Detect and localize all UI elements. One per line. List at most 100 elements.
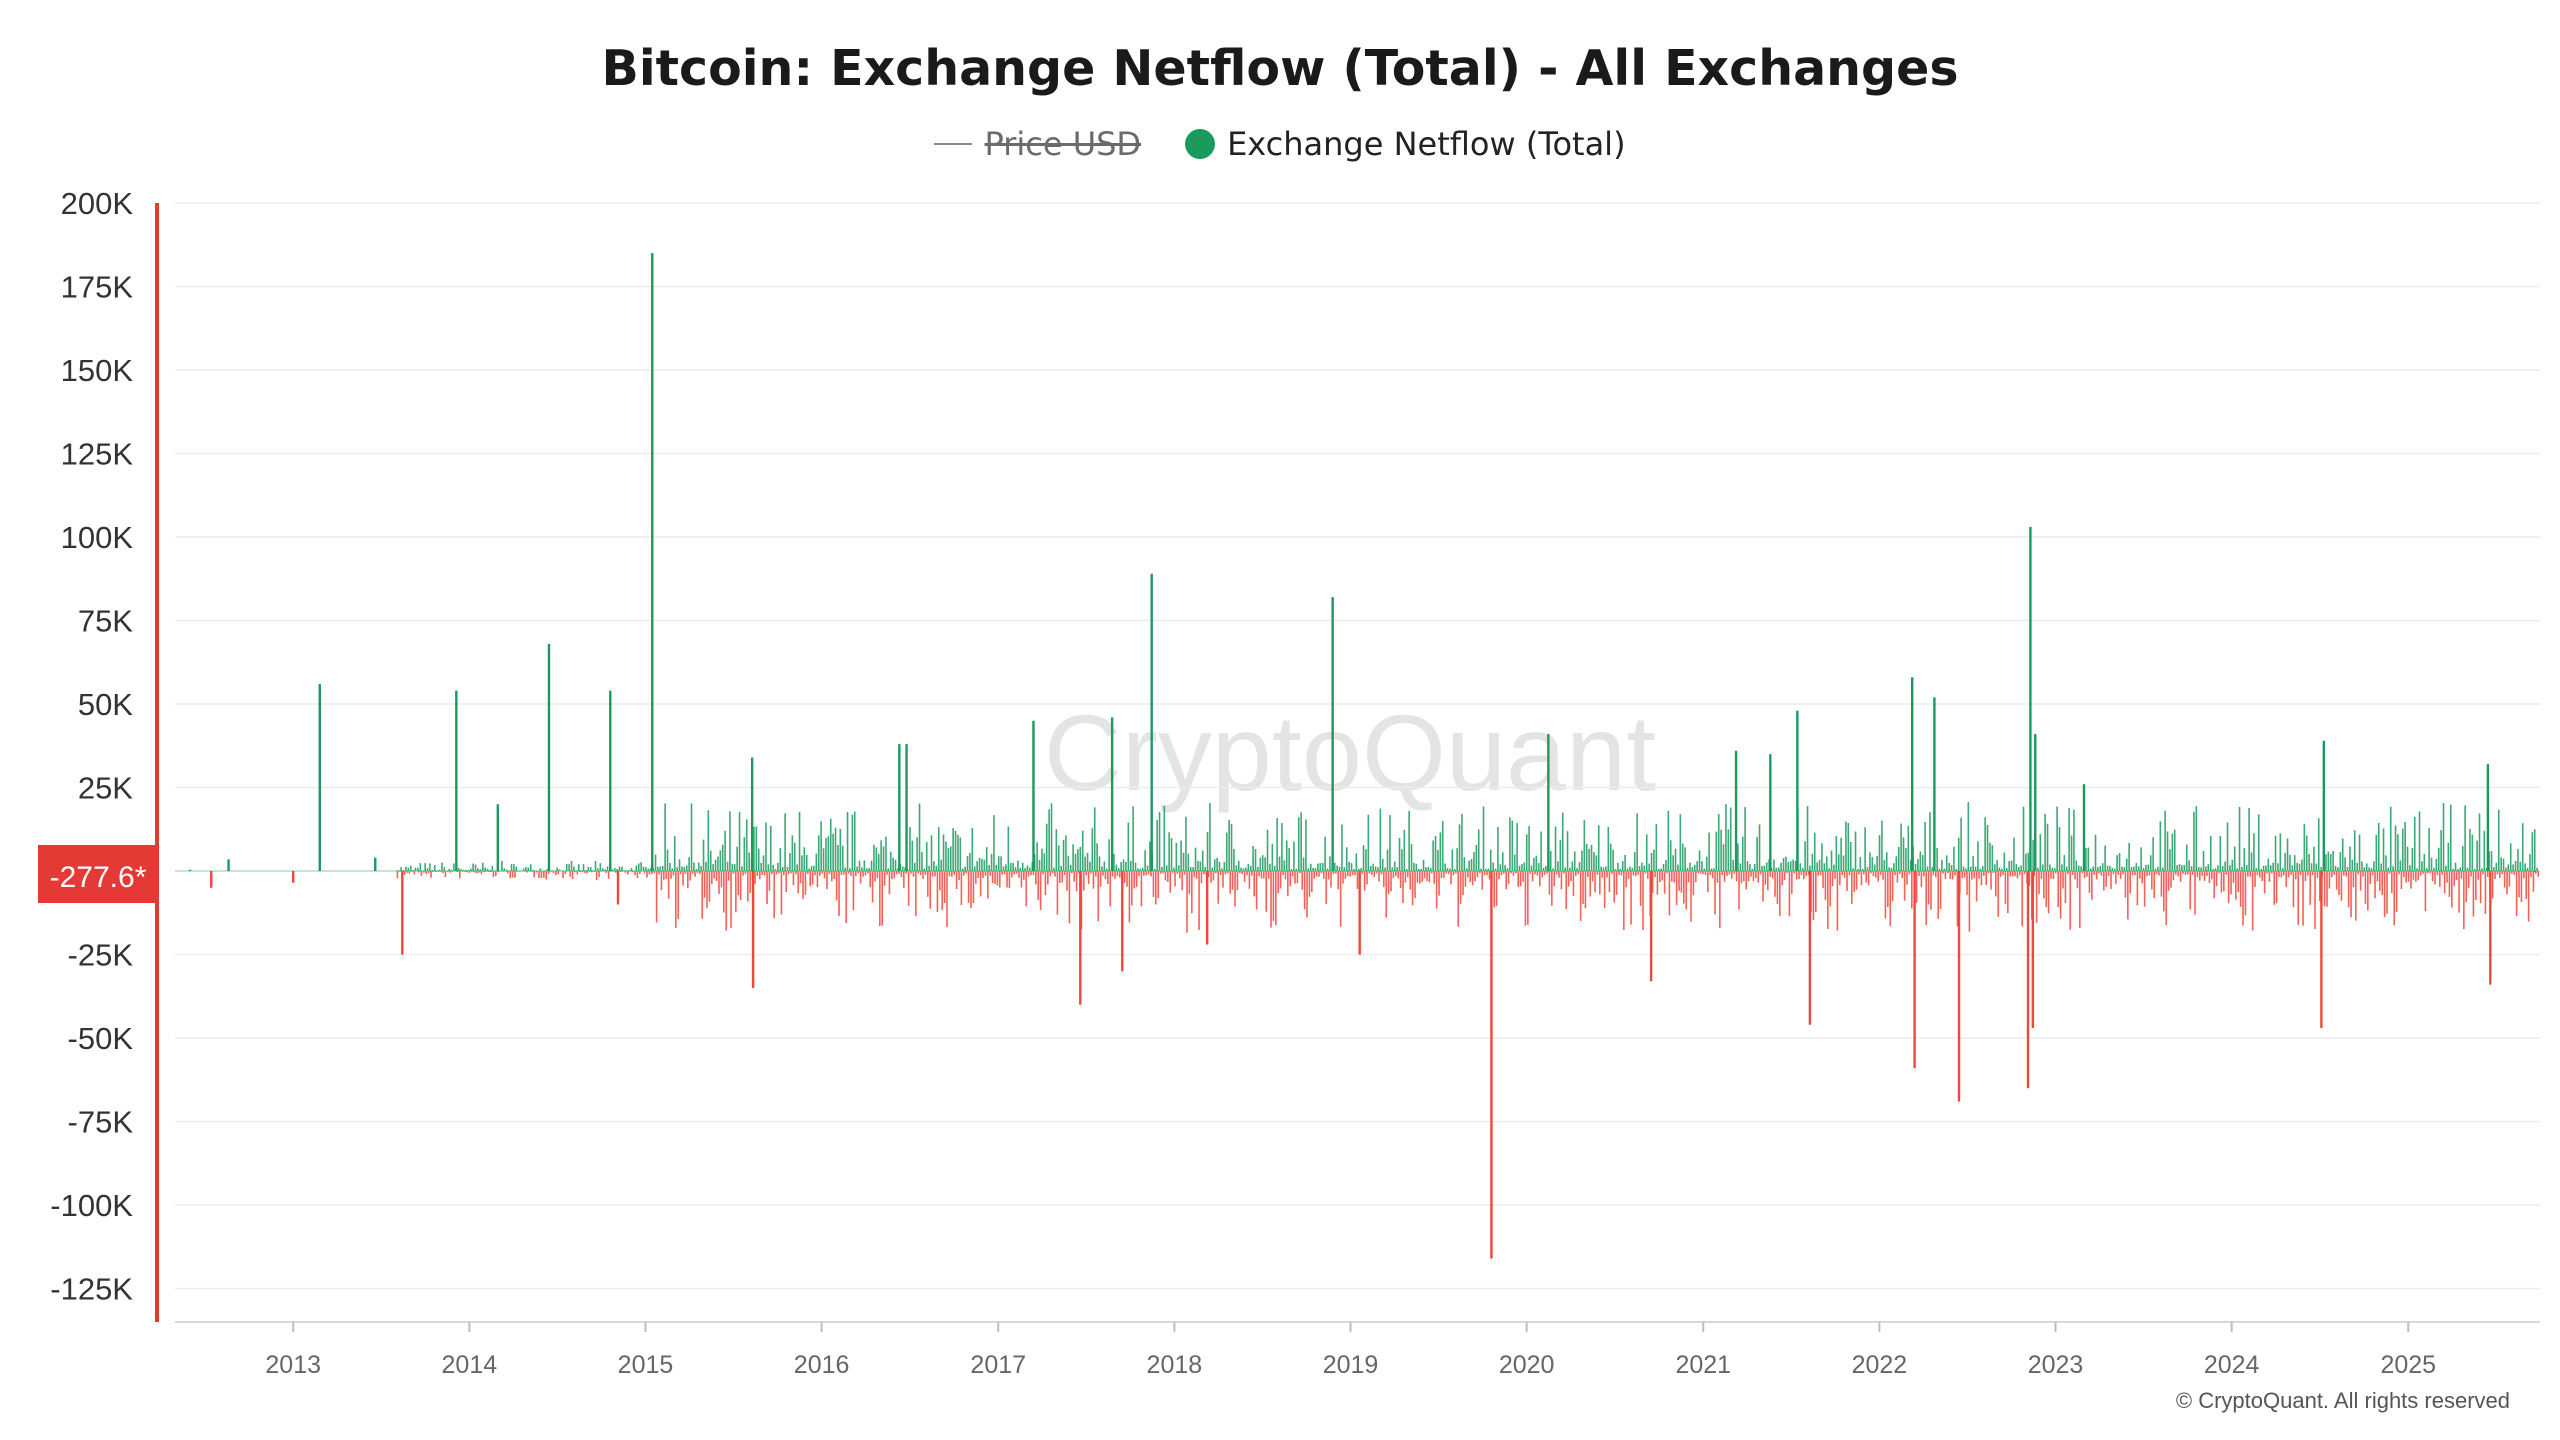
netflow-noise-bar (1415, 863, 1418, 872)
netflow-noise-bar (2083, 871, 2086, 879)
netflow-noise-bar (892, 857, 894, 872)
netflow-noise-bar (2393, 871, 2396, 926)
netflow-noise-bar (1517, 871, 1520, 887)
netflow-noise-bar (2362, 871, 2364, 877)
netflow-noise-bar (1775, 867, 1778, 872)
netflow-noise-bar (1575, 871, 1577, 876)
netflow-noise-bar (2229, 865, 2231, 872)
netflow-noise-bar (1560, 871, 1563, 890)
netflow-noise-bar (1029, 867, 1031, 872)
netflow-noise-bar (1987, 871, 1990, 874)
netflow-noise-bar (1266, 829, 1269, 872)
netflow-noise-bar (1620, 871, 1623, 876)
legend-item-netflow[interactable]: Exchange Netflow (Total) (1185, 125, 1626, 163)
netflow-noise-bar (1817, 871, 1820, 876)
current-value-badge: -277.6* (38, 845, 157, 903)
netflow-noise-bar (1211, 867, 1214, 872)
netflow-noise-bar (1487, 868, 1490, 872)
netflow-noise-bar (1165, 865, 1168, 872)
netflow-noise-bar (1979, 868, 1982, 872)
netflow-noise-bar (605, 871, 608, 873)
netflow-noise-bar (1981, 866, 1984, 872)
netflow-noise-bar (1217, 871, 1220, 904)
netflow-noise-bar (647, 868, 650, 872)
netflow-noise-bar (1314, 868, 1317, 872)
netflow-noise-bar (676, 867, 678, 872)
netflow-noise-bar (1636, 813, 1638, 872)
netflow-noise-bar (2398, 871, 2400, 875)
netflow-noise-bar (1625, 871, 1628, 888)
netflow-noise-bar (1189, 867, 1192, 872)
netflow-noise-bar (1264, 857, 1266, 872)
netflow-noise-bar (2255, 867, 2258, 872)
netflow-noise-bar (2435, 858, 2438, 872)
netflow-noise-bar (1834, 871, 1836, 879)
netflow-noise-bar (2056, 806, 2058, 872)
netflow-noise-bar (2278, 871, 2280, 877)
netflow-noise-bar (838, 871, 840, 917)
netflow-noise-bar (1327, 871, 1330, 880)
netflow-noise-bar (795, 871, 797, 875)
netflow-noise-bar (1644, 871, 1647, 874)
netflow-noise-bar (871, 871, 874, 903)
netflow-noise-bar (1545, 866, 1547, 872)
netflow-noise-bar (1865, 871, 1868, 883)
legend: Price USD Exchange Netflow (Total) (0, 125, 2560, 163)
netflow-noise-bar (657, 866, 659, 872)
netflow-noise-bar (1122, 859, 1125, 872)
netflow-noise-bar (1185, 816, 1187, 872)
netflow-noise-bar (1362, 845, 1365, 872)
x-tick-label: 2022 (1852, 1351, 1908, 1379)
netflow-noise-bar (587, 867, 590, 872)
netflow-noise-bar (2110, 871, 2112, 889)
netflow-noise-bar (430, 871, 432, 878)
netflow-noise-bar (444, 871, 447, 878)
netflow-noise-bar (1717, 814, 1720, 872)
netflow-noise-bar (1039, 871, 1042, 910)
netflow-noise-bar (885, 836, 887, 872)
netflow-noise-bar (2399, 860, 2402, 872)
netflow-noise-bar (1571, 861, 1574, 872)
legend-price-label: Price USD (984, 125, 1142, 163)
netflow-noise-bar (691, 871, 694, 874)
netflow-noise-bar (2380, 863, 2382, 872)
netflow-noise-bar (2169, 849, 2171, 872)
netflow-noise-bar (2470, 871, 2472, 877)
netflow-bar (2082, 784, 2086, 872)
netflow-noise-bar (2105, 871, 2108, 887)
netflow-noise-bar (2314, 871, 2316, 929)
netflow-bar (2489, 871, 2492, 985)
netflow-noise-bar (1949, 871, 1952, 879)
netflow-noise-bar (2039, 834, 2042, 872)
netflow-noise-bar (1924, 822, 1926, 872)
netflow-noise-bar (748, 852, 750, 872)
netflow-noise-bar (1513, 854, 1516, 872)
netflow-noise-bar (1818, 859, 1821, 872)
netflow-noise-bar (1903, 871, 1906, 901)
netflow-noise-bar (1228, 819, 1230, 872)
netflow-noise-bar (1822, 871, 1824, 889)
netflow-noise-bar (543, 871, 545, 878)
netflow-noise-bar (2046, 823, 2049, 872)
netflow-noise-bar (798, 811, 801, 872)
legend-item-price[interactable]: Price USD (934, 125, 1141, 163)
netflow-noise-bar (720, 871, 723, 888)
netflow-noise-bar (538, 871, 540, 878)
netflow-noise-bar (1827, 871, 1829, 929)
netflow-noise-bar (1859, 857, 1862, 872)
netflow-noise-bar (574, 871, 576, 873)
netflow-noise-bar (2381, 871, 2384, 896)
netflow-noise-bar (1164, 871, 1167, 881)
netflow-noise-bar (1373, 871, 1376, 877)
netflow-noise-bar (1651, 871, 1654, 893)
netflow-noise-bar (755, 826, 758, 872)
netflow-noise-bar (1819, 871, 1822, 876)
netflow-noise-bar (2449, 804, 2452, 872)
netflow-noise-bar (732, 871, 735, 874)
netflow-noise-bar (2374, 871, 2376, 899)
netflow-noise-bar (418, 871, 420, 873)
netflow-noise-bar (1980, 871, 1983, 886)
netflow-noise-bar (611, 869, 614, 872)
netflow-bar (1769, 754, 1772, 872)
